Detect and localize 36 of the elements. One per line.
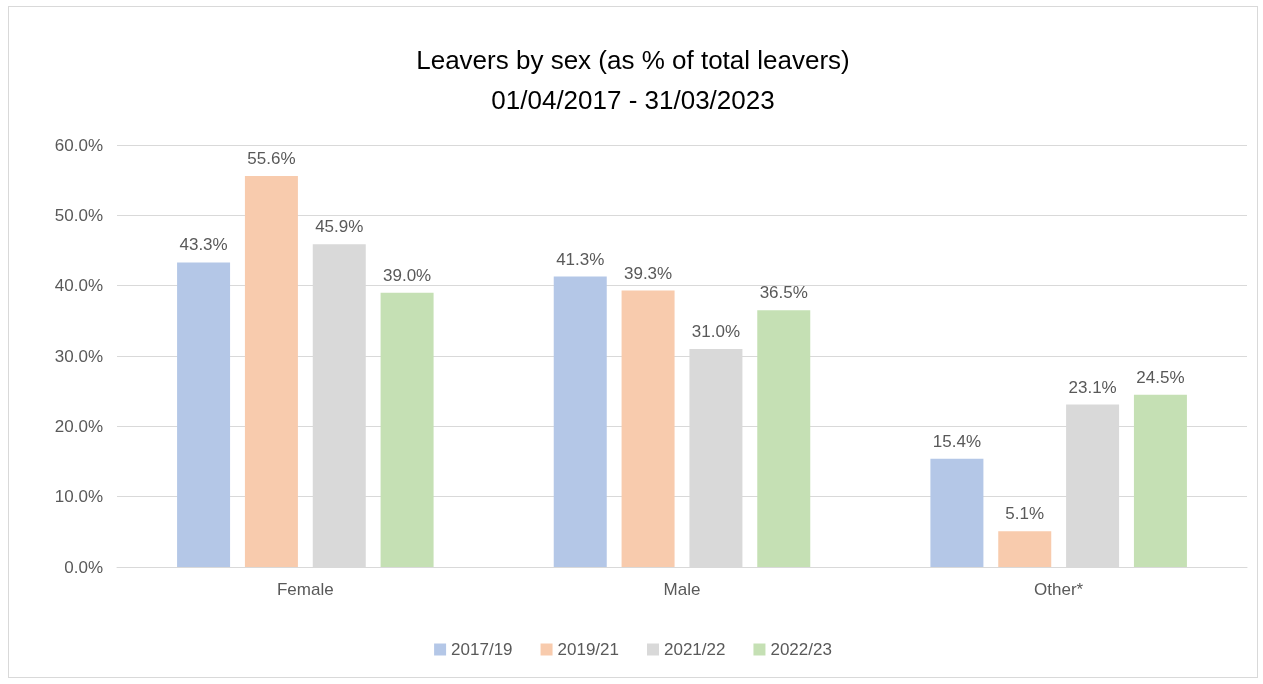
bar [998, 531, 1052, 567]
bar [621, 290, 675, 567]
bar [177, 262, 231, 567]
data-label: 43.3% [179, 235, 228, 255]
bar [757, 310, 811, 567]
y-tick-label: 30.0% [54, 346, 103, 366]
legend-label: 2019/21 [557, 640, 619, 659]
data-label: 55.6% [247, 148, 296, 168]
x-tick-label: Male [663, 580, 701, 599]
data-label: 45.9% [315, 217, 364, 237]
bar [380, 292, 434, 567]
data-label: 39.3% [623, 263, 673, 283]
legend-label: 2017/19 [451, 640, 513, 659]
y-tick-label: 40.0% [54, 276, 103, 296]
bar [553, 276, 607, 567]
data-label: 15.4% [932, 431, 982, 451]
bar [244, 175, 298, 567]
y-tick-label: 60.0% [54, 135, 103, 155]
data-label: 41.3% [556, 249, 605, 269]
data-label: 31.0% [691, 321, 741, 341]
y-tick-label: 50.0% [54, 205, 103, 225]
bar [930, 458, 984, 567]
legend-label: 2022/23 [770, 640, 832, 659]
data-label: 5.1% [1005, 504, 1045, 524]
x-tick-label: Other* [1034, 580, 1084, 599]
legend-label: 2021/22 [664, 640, 726, 659]
data-label: 23.1% [1068, 377, 1117, 397]
chart-title: Leavers by sex (as % of total leavers) 01/04/2017 - 31/03/2023 [416, 45, 850, 115]
y-tick-label: 10.0% [54, 487, 103, 507]
data-label: 24.5% [1136, 367, 1185, 387]
y-tick-label: 0.0% [64, 557, 103, 577]
data-label: 36.5% [759, 283, 808, 303]
bar [1133, 394, 1187, 567]
x-tick-label: Female [276, 580, 334, 599]
y-tick-label: 20.0% [54, 416, 103, 436]
data-label: 39.0% [382, 265, 432, 285]
